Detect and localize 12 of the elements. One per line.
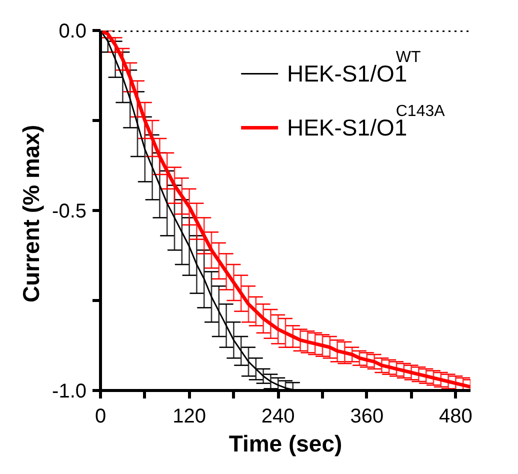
x-tick-label: 0 (94, 406, 106, 428)
y-tick-label: -1.0 (52, 380, 87, 402)
legend-label: HEK-S1/O1WT (286, 49, 421, 87)
y-axis-title: Current (% max) (18, 124, 44, 303)
y-tick-label: -0.5 (52, 200, 87, 222)
x-tick-label: 480 (439, 406, 472, 428)
x-tick-label: 120 (172, 406, 206, 428)
x-tick-label: 360 (350, 406, 384, 428)
x-tick-label: 240 (261, 406, 295, 428)
x-axis-title: Time (sec) (228, 430, 342, 456)
legend-label: HEK-S1/O1C143A (286, 103, 446, 141)
y-tick-label: 0.0 (58, 20, 87, 42)
